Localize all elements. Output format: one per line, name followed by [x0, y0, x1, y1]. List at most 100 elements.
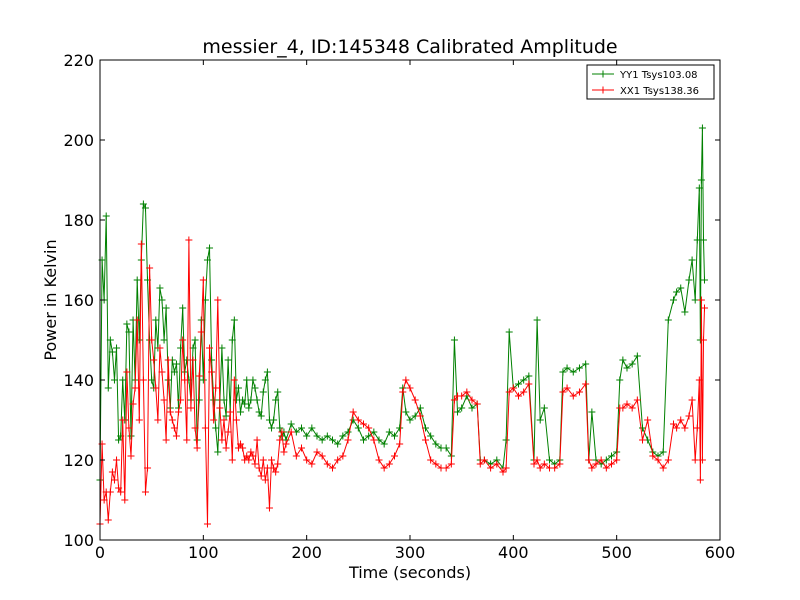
data-point: [563, 384, 571, 392]
data-point: [104, 516, 112, 524]
data-point: [276, 424, 284, 432]
data-point: [251, 460, 259, 468]
data-point: [218, 436, 226, 444]
data-point: [701, 304, 708, 312]
data-point: [608, 460, 615, 468]
data-point: [505, 328, 513, 336]
data-point: [416, 412, 424, 420]
data-point: [664, 316, 672, 324]
data-point: [214, 296, 222, 304]
data-point: [259, 456, 267, 464]
data-point: [158, 296, 166, 304]
data-point: [119, 416, 127, 424]
data-point: [391, 432, 398, 440]
data-point: [123, 320, 131, 328]
data-point: [406, 384, 414, 392]
data-point: [525, 372, 533, 380]
data-point: [569, 392, 577, 400]
data-point: [520, 388, 528, 396]
data-point: [183, 356, 191, 364]
data-point: [268, 456, 276, 464]
data-point: [447, 460, 455, 468]
data-point: [117, 488, 125, 496]
data-point: [123, 368, 131, 376]
data-point: [588, 464, 596, 472]
data-point: [268, 424, 276, 432]
data-point: [249, 452, 257, 460]
data-point: [272, 396, 280, 404]
legend-label: XX1 Tsys138.36: [620, 86, 699, 97]
data-point: [162, 304, 170, 312]
data-point: [540, 460, 548, 468]
x-tick-label: 600: [705, 543, 736, 562]
data-point: [208, 368, 216, 376]
data-point: [150, 356, 158, 364]
data-point: [344, 428, 352, 436]
data-point: [427, 432, 435, 440]
data-point: [628, 360, 636, 368]
data-point: [592, 460, 600, 468]
data-point: [688, 396, 696, 404]
data-point: [354, 424, 362, 432]
data-point: [113, 344, 121, 352]
data-point: [222, 444, 230, 452]
data-point: [563, 364, 571, 372]
data-point: [339, 452, 347, 460]
data-point: [458, 392, 466, 400]
y-tick-label: 140: [63, 371, 94, 390]
data-point: [158, 368, 166, 376]
data-point: [100, 496, 108, 504]
data-point: [156, 284, 164, 292]
data-point: [349, 408, 357, 416]
data-point: [121, 496, 129, 504]
data-point: [251, 384, 259, 392]
data-point: [243, 376, 251, 384]
data-point: [270, 464, 278, 472]
data-point: [241, 400, 249, 408]
data-point: [146, 264, 154, 272]
data-point: [380, 440, 388, 448]
data-point: [318, 436, 326, 444]
data-point: [141, 204, 149, 212]
data-point: [253, 436, 261, 444]
data-point: [270, 416, 278, 424]
data-point: [230, 316, 238, 324]
data-point: [303, 456, 311, 464]
data-point: [673, 288, 681, 296]
data-point: [365, 432, 373, 440]
data-point: [201, 296, 209, 304]
y-tick-label: 180: [63, 211, 94, 230]
data-point: [354, 416, 362, 424]
data-point: [280, 448, 288, 456]
data-point: [125, 424, 133, 432]
data-point: [249, 376, 257, 384]
legend-marker: [599, 70, 607, 78]
x-tick-label: 300: [395, 543, 426, 562]
data-point: [201, 424, 209, 432]
data-point: [698, 456, 706, 464]
data-point: [228, 456, 236, 464]
data-point: [276, 436, 284, 444]
data-point: [164, 356, 172, 364]
data-point: [203, 520, 211, 528]
data-point: [133, 316, 141, 324]
data-point: [261, 476, 269, 484]
data-point: [282, 440, 290, 448]
data-point: [582, 360, 590, 368]
y-tick-label: 160: [63, 291, 94, 310]
data-point: [633, 352, 641, 360]
data-point: [365, 424, 373, 432]
data-point: [536, 464, 544, 472]
data-point: [695, 184, 703, 192]
data-point: [141, 488, 149, 496]
data-point: [129, 400, 137, 408]
data-point: [115, 436, 123, 444]
chart-title: messier_4, ID:145348 Calibrated Amplitud…: [202, 36, 617, 58]
data-point: [278, 428, 286, 436]
y-tick-label: 200: [63, 131, 94, 150]
data-point: [546, 456, 553, 464]
data-point: [125, 328, 133, 336]
data-point: [135, 416, 143, 424]
data-point: [160, 336, 168, 344]
